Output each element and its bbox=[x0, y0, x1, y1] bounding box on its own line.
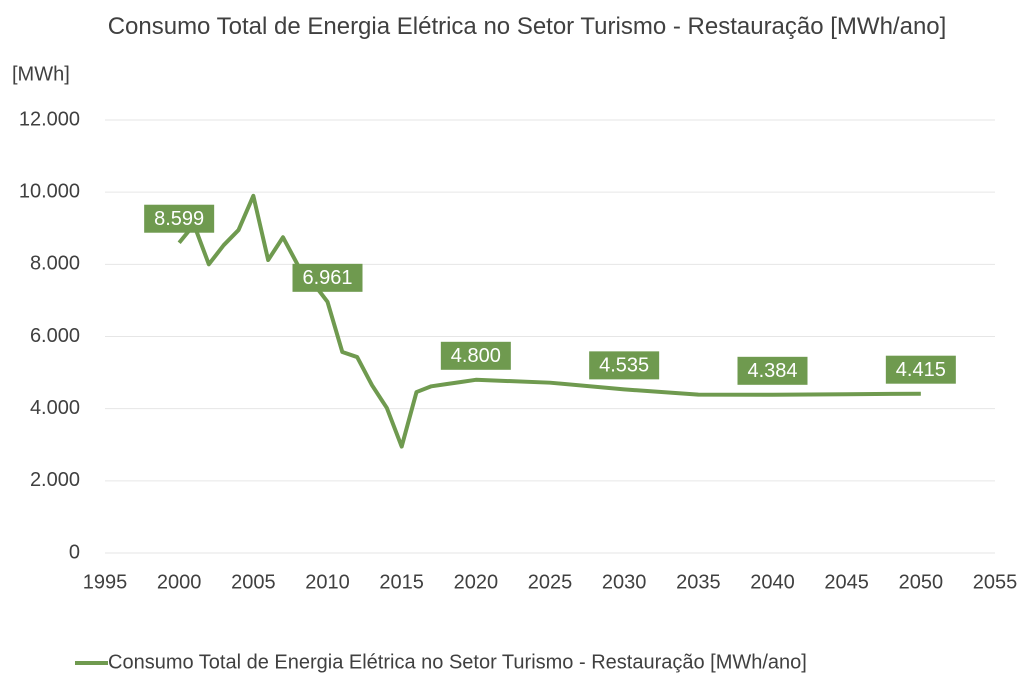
y-tick-label: 8.000 bbox=[30, 253, 80, 275]
data-label-box bbox=[885, 355, 956, 384]
legend-label: Consumo Total de Energia Elétrica no Set… bbox=[108, 651, 807, 673]
chart-title: Consumo Total de Energia Elétrica no Set… bbox=[107, 13, 947, 40]
x-tick-label: 2015 bbox=[379, 571, 424, 593]
data-label: 4.800 bbox=[451, 345, 501, 367]
data-label: 4.384 bbox=[747, 360, 797, 382]
x-tick-label: 2035 bbox=[676, 571, 721, 593]
y-tick-label: 4.000 bbox=[30, 397, 80, 419]
data-label-box bbox=[589, 351, 660, 380]
x-tick-label: 1995 bbox=[83, 571, 128, 593]
data-label-box bbox=[144, 204, 215, 233]
data-label: 6.961 bbox=[302, 267, 352, 289]
x-tick-label: 2055 bbox=[973, 571, 1018, 593]
x-tick-label: 2040 bbox=[750, 571, 795, 593]
x-tick-label: 2045 bbox=[824, 571, 869, 593]
data-label: 4.415 bbox=[896, 359, 946, 381]
data-label-box bbox=[292, 263, 363, 292]
data-line bbox=[177, 193, 921, 449]
data-label: 4.535 bbox=[599, 355, 649, 377]
data-label-box bbox=[440, 341, 511, 370]
x-tick-label: 2000 bbox=[157, 571, 202, 593]
y-tick-label: 6.000 bbox=[30, 325, 80, 347]
y-tick-label: 2.000 bbox=[30, 469, 80, 491]
data-label: 8.599 bbox=[154, 208, 204, 230]
y-tick-label: 10.000 bbox=[19, 180, 80, 202]
y-axis-label: [MWh] bbox=[12, 63, 70, 85]
x-tick-label: 2005 bbox=[231, 571, 276, 593]
y-tick-label: 0 bbox=[69, 541, 80, 563]
x-tick-label: 2050 bbox=[899, 571, 944, 593]
y-tick-label: 12.000 bbox=[19, 108, 80, 130]
x-tick-label: 2020 bbox=[454, 571, 499, 593]
x-tick-label: 2025 bbox=[528, 571, 573, 593]
x-tick-label: 2010 bbox=[305, 571, 350, 593]
x-tick-label: 2030 bbox=[602, 571, 647, 593]
data-label-box bbox=[737, 356, 808, 385]
